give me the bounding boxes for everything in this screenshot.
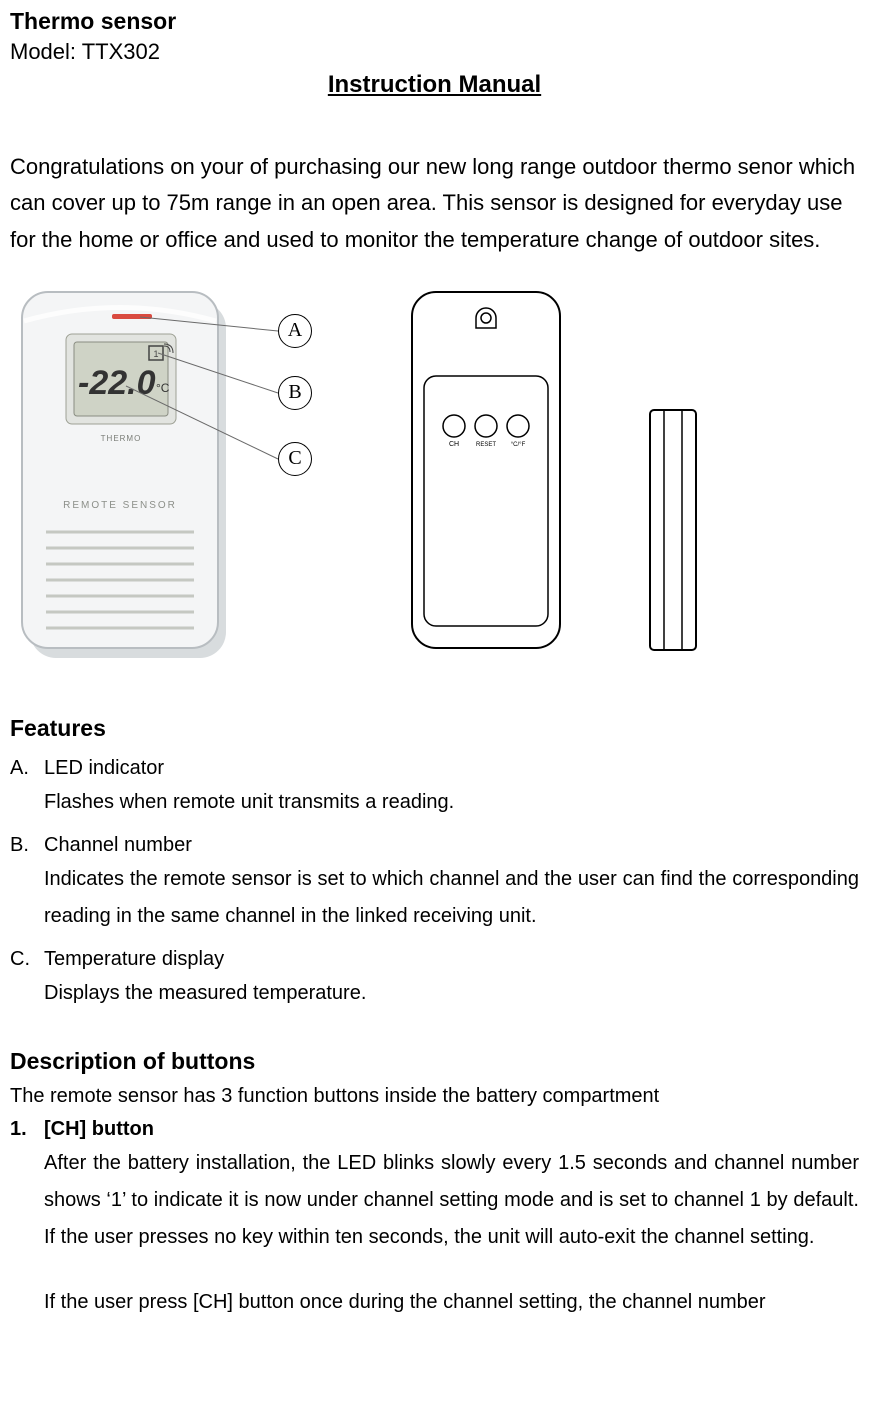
feature-letter: B. [10,829,44,861]
svg-text:THERMO: THERMO [101,434,142,443]
button-label: [CH] button [44,1118,154,1141]
device-front-illustration: 1 -22.0 °C THERMO REMOTE SENSOR [16,286,326,666]
intro-paragraph: Congratulations on your of purchasing ou… [10,149,859,258]
svg-text:-22.0: -22.0 [78,364,156,402]
button-desc: After the battery installation, the LED … [10,1145,859,1256]
feature-letter: C. [10,943,44,975]
feature-label: LED indicator [44,752,164,784]
feature-item: B. Channel number Indicates the remote s… [10,829,859,935]
buttons-list: 1. [CH] button After the battery install… [10,1118,859,1321]
product-model: Model: TTX302 [10,39,859,65]
button-item: 1. [CH] button After the battery install… [10,1118,859,1321]
figure-back-block: CH RESET °C/°F [406,286,566,671]
manual-title: Instruction Manual [10,71,859,99]
feature-desc: Indicates the remote sensor is set to wh… [10,861,859,935]
features-heading: Features [10,715,859,742]
button-desc-cont: If the user press [CH] button once durin… [10,1284,859,1321]
callout-B: B [278,376,312,410]
feature-label: Channel number [44,829,192,861]
product-title: Thermo sensor [10,8,859,35]
svg-text:1: 1 [153,349,158,359]
svg-text:°C: °C [156,381,170,395]
figure-side-block [646,406,702,661]
button-num: 1. [10,1118,44,1141]
callout-A: A [278,314,312,348]
feature-item: C. Temperature display Displays the meas… [10,943,859,1012]
device-back-illustration: CH RESET °C/°F [406,286,566,666]
svg-text:°C/°F: °C/°F [511,442,526,448]
feature-desc: Displays the measured temperature. [10,975,859,1012]
feature-item: A. LED indicator Flashes when remote uni… [10,752,859,821]
features-list: A. LED indicator Flashes when remote uni… [10,752,859,1012]
feature-letter: A. [10,752,44,784]
svg-text:RESET: RESET [476,442,496,448]
buttons-heading: Description of buttons [10,1048,859,1075]
feature-desc: Flashes when remote unit transmits a rea… [10,784,859,821]
callout-C: C [278,442,312,476]
svg-text:REMOTE SENSOR: REMOTE SENSOR [63,500,177,511]
feature-label: Temperature display [44,943,224,975]
svg-text:CH: CH [449,441,459,448]
figure-front-block: 1 -22.0 °C THERMO REMOTE SENSOR A B C [16,286,326,671]
device-side-illustration [646,406,702,656]
buttons-intro: The remote sensor has 3 function buttons… [10,1085,859,1108]
figures-row: 1 -22.0 °C THERMO REMOTE SENSOR A B C [10,286,859,671]
